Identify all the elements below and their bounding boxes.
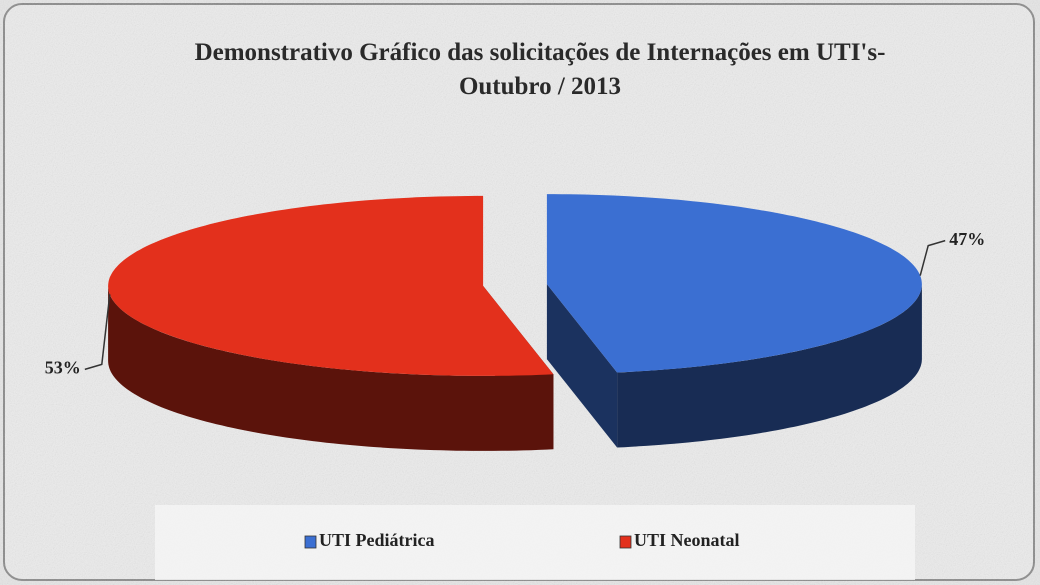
texture	[4, 4, 1034, 580]
data-label: 53%	[45, 357, 81, 377]
leader-line	[84, 294, 111, 371]
legend-swatch	[619, 535, 632, 549]
slice	[108, 195, 554, 376]
data-label: 47%	[949, 229, 985, 249]
legend-label: UTI Pediátrica	[319, 530, 434, 550]
slice-side	[546, 284, 618, 448]
leader-line	[919, 239, 946, 276]
chart-title: Demonstrativo Gráfico das solicitações d…	[194, 39, 886, 100]
legend-label: UTI Neonatal	[634, 530, 740, 550]
slice-side	[108, 285, 554, 451]
slice	[546, 194, 922, 373]
slice-side	[617, 284, 922, 448]
legend-box	[155, 505, 915, 580]
legend-swatch	[304, 535, 317, 549]
